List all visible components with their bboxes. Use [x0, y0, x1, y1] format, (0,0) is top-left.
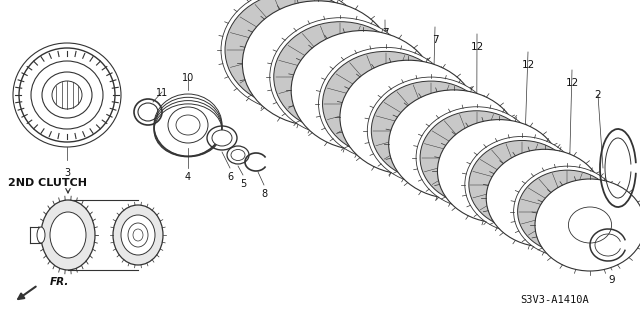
- Text: 10: 10: [182, 73, 194, 83]
- Text: 1: 1: [545, 205, 551, 215]
- Ellipse shape: [469, 140, 575, 229]
- Text: 1: 1: [412, 155, 419, 165]
- Text: 8: 8: [261, 189, 267, 199]
- Ellipse shape: [367, 77, 495, 184]
- Text: 7: 7: [301, 18, 308, 28]
- Text: 9: 9: [609, 275, 615, 285]
- Ellipse shape: [212, 130, 232, 146]
- Ellipse shape: [334, 66, 392, 115]
- Ellipse shape: [225, 0, 365, 108]
- Ellipse shape: [121, 215, 155, 255]
- Ellipse shape: [543, 191, 592, 232]
- Ellipse shape: [19, 48, 115, 142]
- Ellipse shape: [260, 21, 330, 79]
- Ellipse shape: [486, 149, 603, 247]
- Ellipse shape: [340, 60, 477, 174]
- Text: 1: 1: [582, 218, 588, 228]
- Ellipse shape: [243, 1, 393, 126]
- Ellipse shape: [270, 18, 411, 136]
- Ellipse shape: [495, 163, 548, 207]
- Text: 2: 2: [595, 90, 602, 100]
- Ellipse shape: [50, 212, 86, 258]
- Ellipse shape: [319, 48, 453, 160]
- Ellipse shape: [518, 170, 617, 253]
- Ellipse shape: [371, 81, 491, 181]
- Ellipse shape: [514, 166, 621, 257]
- Ellipse shape: [381, 94, 436, 140]
- Text: 1: 1: [457, 170, 463, 180]
- Ellipse shape: [388, 90, 519, 198]
- Text: 3: 3: [64, 168, 70, 178]
- Text: 5: 5: [240, 179, 246, 189]
- Text: 1: 1: [371, 138, 378, 148]
- Ellipse shape: [168, 107, 208, 143]
- Text: 6: 6: [227, 172, 233, 182]
- Ellipse shape: [287, 38, 348, 89]
- Ellipse shape: [448, 134, 505, 181]
- Ellipse shape: [138, 103, 158, 121]
- Ellipse shape: [133, 229, 143, 241]
- Ellipse shape: [307, 49, 374, 105]
- Ellipse shape: [420, 111, 533, 204]
- Text: 4: 4: [185, 172, 191, 182]
- Text: 2ND CLUTCH: 2ND CLUTCH: [8, 178, 87, 188]
- Ellipse shape: [113, 205, 163, 265]
- Ellipse shape: [438, 120, 561, 223]
- Ellipse shape: [41, 200, 95, 270]
- Ellipse shape: [522, 179, 568, 217]
- Ellipse shape: [354, 78, 417, 130]
- Text: 7: 7: [342, 22, 348, 32]
- Text: 7: 7: [381, 28, 388, 38]
- Ellipse shape: [231, 150, 245, 160]
- Text: 12: 12: [470, 42, 484, 52]
- Ellipse shape: [221, 0, 369, 112]
- Text: 1: 1: [502, 190, 508, 200]
- Text: 1: 1: [332, 120, 339, 130]
- Ellipse shape: [37, 227, 45, 243]
- Ellipse shape: [291, 31, 435, 150]
- Text: 11: 11: [156, 88, 168, 98]
- Ellipse shape: [176, 115, 200, 135]
- Ellipse shape: [465, 137, 579, 233]
- Text: 12: 12: [522, 60, 534, 70]
- Ellipse shape: [475, 151, 524, 192]
- Ellipse shape: [568, 207, 612, 243]
- Ellipse shape: [128, 223, 148, 247]
- Ellipse shape: [401, 106, 461, 156]
- Ellipse shape: [535, 179, 640, 271]
- Text: S3V3-A1410A: S3V3-A1410A: [520, 295, 589, 305]
- Ellipse shape: [416, 107, 537, 209]
- Text: 12: 12: [565, 78, 579, 88]
- Ellipse shape: [428, 122, 480, 166]
- Ellipse shape: [274, 22, 407, 132]
- Ellipse shape: [323, 51, 449, 156]
- Text: 7: 7: [432, 35, 438, 45]
- Text: FR.: FR.: [50, 277, 69, 287]
